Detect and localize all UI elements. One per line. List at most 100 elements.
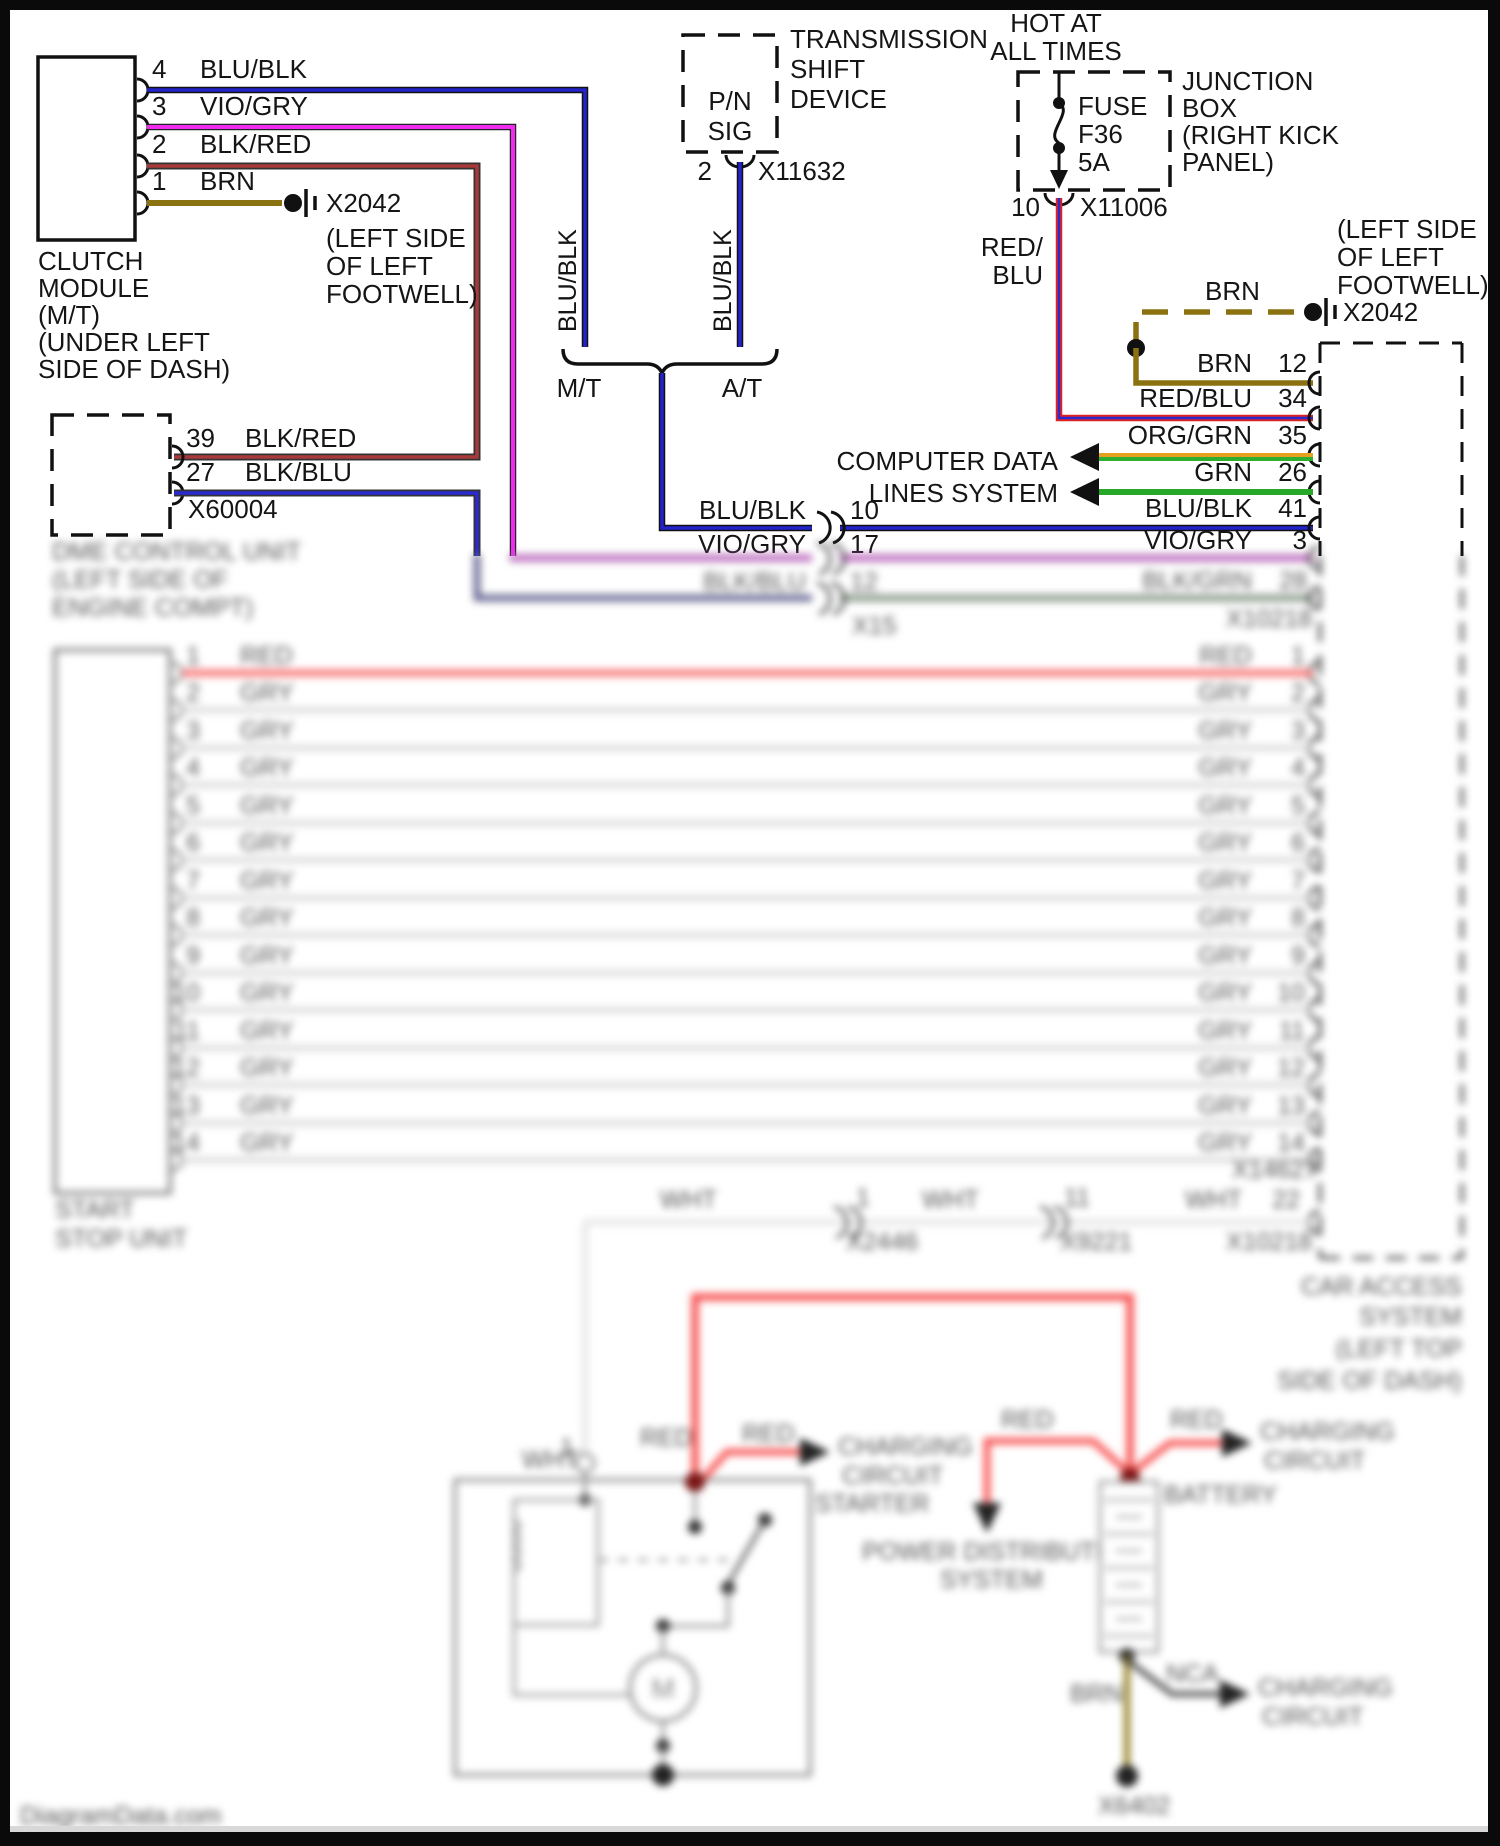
wht-conn2-pin: 11 [1064, 1184, 1090, 1212]
start-stop-name2: STOP UNIT [55, 1225, 187, 1253]
pin3-label: VIO/GRY [1144, 525, 1252, 555]
row2-rnum: 2 [1291, 679, 1305, 707]
x2042-left-loc2: OF LEFT [326, 251, 433, 281]
red-label-battery: RED [1170, 1406, 1223, 1434]
junction-box [1016, 70, 1172, 192]
row9-rnum: 9 [1291, 942, 1305, 970]
car-access-name2: SYSTEM [1359, 1303, 1462, 1331]
clutch-pin4-color: BLU/BLK [200, 54, 308, 84]
clutch-pin3-num: 3 [152, 91, 166, 121]
pn-sig-line2: SIG [708, 116, 753, 146]
row7-rnum: 7 [1291, 867, 1305, 895]
brn-label: BRN [1070, 1680, 1123, 1708]
x2042-right-loc2: OF LEFT [1337, 242, 1444, 272]
splice-dot-x2042-left [284, 194, 302, 212]
blurred-region: DME CONTROL UNIT (LEFT SIDE OF ENGINE CO… [20, 538, 1464, 1830]
x2042-right-loc3: FOOTWELL) [1337, 270, 1489, 300]
pin28-num: 28 [1279, 567, 1307, 595]
clutch-pin2-color: BLK/RED [200, 129, 311, 159]
splice-symbol-x2042-left [304, 189, 317, 217]
red-label-pd: RED [1001, 1406, 1054, 1434]
row2-lnum: 2 [186, 679, 200, 707]
pin28-label: BLK/GRN [1142, 567, 1252, 595]
splice-symbol-x2042-right [1324, 298, 1337, 326]
row8-lnum: 8 [186, 904, 200, 932]
starter-pin1: 1 [560, 1434, 574, 1462]
row14-lcolor: GRY [240, 1129, 294, 1157]
row1-lnum: 1 [186, 642, 200, 670]
clutch-name-line5: SIDE OF DASH) [38, 354, 230, 384]
start-stop-name1: START [55, 1196, 135, 1224]
car-access-pin-arcs-blur [1307, 545, 1321, 1235]
charging-arrow-icon-2 [1222, 1429, 1252, 1457]
clutch-module-pin-arcs [136, 77, 150, 216]
data-arrow-icon-2 [1070, 478, 1099, 506]
row11-lnum: 11 [174, 1017, 200, 1045]
power-dist-line2: SYSTEM [940, 1566, 1043, 1594]
battery-plates-icon [1105, 1498, 1153, 1638]
charging1-line1: CHARGING [838, 1433, 973, 1461]
row5-rnum: 5 [1291, 792, 1305, 820]
inline-connector-icon [816, 510, 846, 545]
row11-rcolor: GRY [1198, 1017, 1252, 1045]
junction-title2: BOX [1182, 93, 1237, 123]
x2042-right-id: X2042 [1343, 297, 1418, 327]
clutch-pin1-num: 1 [152, 166, 166, 196]
inline-r2-label: VIO/GRY [698, 529, 806, 559]
clutch-module-box [36, 55, 137, 242]
row6-lcolor: GRY [240, 829, 294, 857]
mt-wire-label: BLU/BLK [554, 229, 582, 332]
fuse-label2: F36 [1078, 119, 1123, 149]
starter-bplus-dot [685, 1472, 705, 1492]
dme-box [50, 413, 172, 537]
inline-connector-icon-wht2 [1039, 1205, 1069, 1240]
dme-pin27-num: 27 [186, 457, 215, 487]
row5-lcolor: GRY [240, 792, 294, 820]
wire-blk-blu-sharp [174, 489, 481, 556]
clutch-pin1-color: BRN [200, 166, 255, 196]
brn-dashed-label: BRN [1205, 276, 1260, 306]
row13-lcolor: GRY [240, 1092, 294, 1120]
row5-rcolor: GRY [1198, 792, 1252, 820]
computer-data-line2: LINES SYSTEM [869, 478, 1058, 508]
starter-wht-terminal [574, 1452, 596, 1474]
inline-connector-icon-3 [816, 581, 846, 616]
ground-dot [1116, 1765, 1138, 1787]
x2042-right-loc1: (LEFT SIDE [1337, 214, 1477, 244]
solenoid-coil-icon [510, 1518, 522, 1574]
inline-r1-pin: 10 [850, 495, 879, 525]
hot-at-line1: HOT AT [1010, 8, 1102, 38]
car-access-conn-bottom: X10218 [1226, 1228, 1312, 1256]
row12-lnum: 12 [172, 1054, 200, 1082]
row6-rnum: 6 [1291, 829, 1305, 857]
car-access-connector-dashes-lower [1318, 556, 1464, 1260]
wire-blu-blk-mt [147, 86, 589, 347]
dme-name3: ENGINE COMPT) [52, 594, 253, 622]
charging2-line1: CHARGING [1260, 1418, 1395, 1446]
wht-conn1-id: X2446 [846, 1228, 918, 1256]
fuse-icon [1050, 72, 1068, 189]
clutch-pin4-num: 4 [152, 54, 166, 84]
row11-lcolor: GRY [240, 1017, 294, 1045]
tsd-title2: SHIFT [790, 54, 865, 84]
dme-name1: DME CONTROL UNIT [52, 538, 301, 566]
charging-arrow-icon-3 [1220, 1680, 1250, 1708]
dme-pin39-num: 39 [186, 423, 215, 453]
junction-pin: 10 [1011, 192, 1040, 222]
splice-dot-x2042-right [1304, 303, 1322, 321]
inline-r3-label: BLK/BLU [703, 568, 806, 596]
car-access-name4: SIDE OF DASH) [1277, 1367, 1462, 1395]
data-arrow-icon-1 [1070, 443, 1099, 471]
row14-rcolor: GRY [1198, 1129, 1252, 1157]
dme-conn: X60004 [188, 494, 278, 524]
row12-rnum: 12 [1277, 1054, 1305, 1082]
pin41-num: 41 [1278, 493, 1307, 523]
power-dist-arrow-icon [973, 1503, 1001, 1533]
red-label-branch: RED [742, 1420, 795, 1448]
row4-lcolor: GRY [240, 754, 294, 782]
row4-rcolor: GRY [1198, 754, 1252, 782]
row1-rnum: 1 [1291, 642, 1305, 670]
